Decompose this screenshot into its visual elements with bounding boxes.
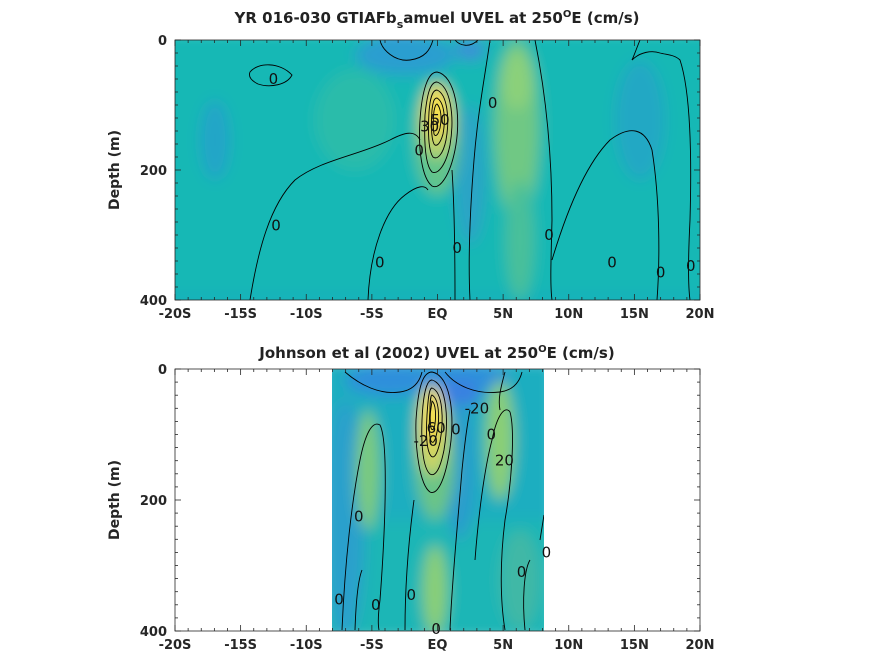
contour-label: 0 xyxy=(686,257,696,275)
contour-label: 30 xyxy=(420,117,439,135)
y-tick-label: 200 xyxy=(140,494,167,509)
y-axis-label: Depth (m) xyxy=(107,460,123,540)
contour-label: 20 xyxy=(495,452,514,470)
chart-title: Johnson et al (2002) UVEL at 250OE (cm/s… xyxy=(258,344,614,362)
y-tick-label: 0 xyxy=(158,363,167,378)
y-axis: 0 200 400 xyxy=(140,34,700,309)
x-axis: -20S -15S -10S -5S EQ 5N 10N 15N 20N xyxy=(159,369,715,653)
contour-label: 0 xyxy=(375,253,385,271)
x-tick-label: 20N xyxy=(686,638,715,653)
y-tick-label: 200 xyxy=(140,164,167,179)
contour-label: 0 xyxy=(354,507,364,525)
x-tick-label: 10N xyxy=(554,638,583,653)
contour-label: 0 xyxy=(487,426,497,444)
contour-label: 60 xyxy=(427,419,446,437)
contour-label: 0 xyxy=(431,620,441,638)
x-tick-label: EQ xyxy=(428,307,448,322)
x-tick-label: 15N xyxy=(620,307,649,322)
contour-label: 0 xyxy=(488,94,498,112)
contour-label: 0 xyxy=(656,264,666,282)
x-tick-label: -15S xyxy=(224,307,257,322)
x-tick-label: -10S xyxy=(290,638,323,653)
contour-lines xyxy=(249,40,692,300)
x-tick-label: 5N xyxy=(493,307,513,322)
y-tick-label: 400 xyxy=(140,625,167,640)
contour-label: 0 xyxy=(542,543,552,561)
x-tick-label: 10N xyxy=(554,307,583,322)
y-axis-label: Depth (m) xyxy=(107,130,123,210)
y-tick-label: 400 xyxy=(140,294,167,309)
chart-bottom: Johnson et al (2002) UVEL at 250OE (cm/s… xyxy=(107,344,714,653)
x-tick-label: 15N xyxy=(620,638,649,653)
chart-top: YR 016-030 GTIAFbsamuel UVEL at 250OE (c… xyxy=(107,9,715,322)
heatmap-field xyxy=(332,369,544,631)
contour-label: 0 xyxy=(607,253,617,271)
contour-label: 50 xyxy=(431,111,450,129)
contour-label: -20 xyxy=(413,432,438,450)
contour-label: 0 xyxy=(451,420,461,438)
contour-label: 0 xyxy=(406,586,416,604)
contour-label: 0 xyxy=(517,563,527,581)
x-tick-label: -20S xyxy=(159,307,192,322)
x-tick-label: -15S xyxy=(224,638,257,653)
contour-label: 0 xyxy=(334,591,344,609)
contour-label: 0 xyxy=(269,70,279,88)
contour-lines xyxy=(341,371,544,631)
x-tick-label: -5S xyxy=(360,307,384,322)
contour-label: 0 xyxy=(452,239,462,257)
x-axis: -20S -15S -10S -5S EQ 5N 10N 15N 20N xyxy=(159,40,715,322)
x-tick-label: -5S xyxy=(360,638,384,653)
contour-label: 0 xyxy=(544,226,554,244)
contour-label: 0 xyxy=(414,142,424,160)
contour-label: 0 xyxy=(271,216,281,234)
x-tick-label: -20S xyxy=(159,638,192,653)
chart-title: YR 016-030 GTIAFbsamuel UVEL at 250OE (c… xyxy=(234,9,640,31)
y-tick-label: 0 xyxy=(158,34,167,49)
contour-label: -20 xyxy=(465,399,490,417)
x-tick-label: EQ xyxy=(428,638,448,653)
x-tick-label: 5N xyxy=(493,638,513,653)
x-tick-label: -10S xyxy=(290,307,323,322)
x-tick-label: 20N xyxy=(686,307,715,322)
contour-label: 0 xyxy=(371,596,381,614)
heatmap-field xyxy=(175,40,700,300)
